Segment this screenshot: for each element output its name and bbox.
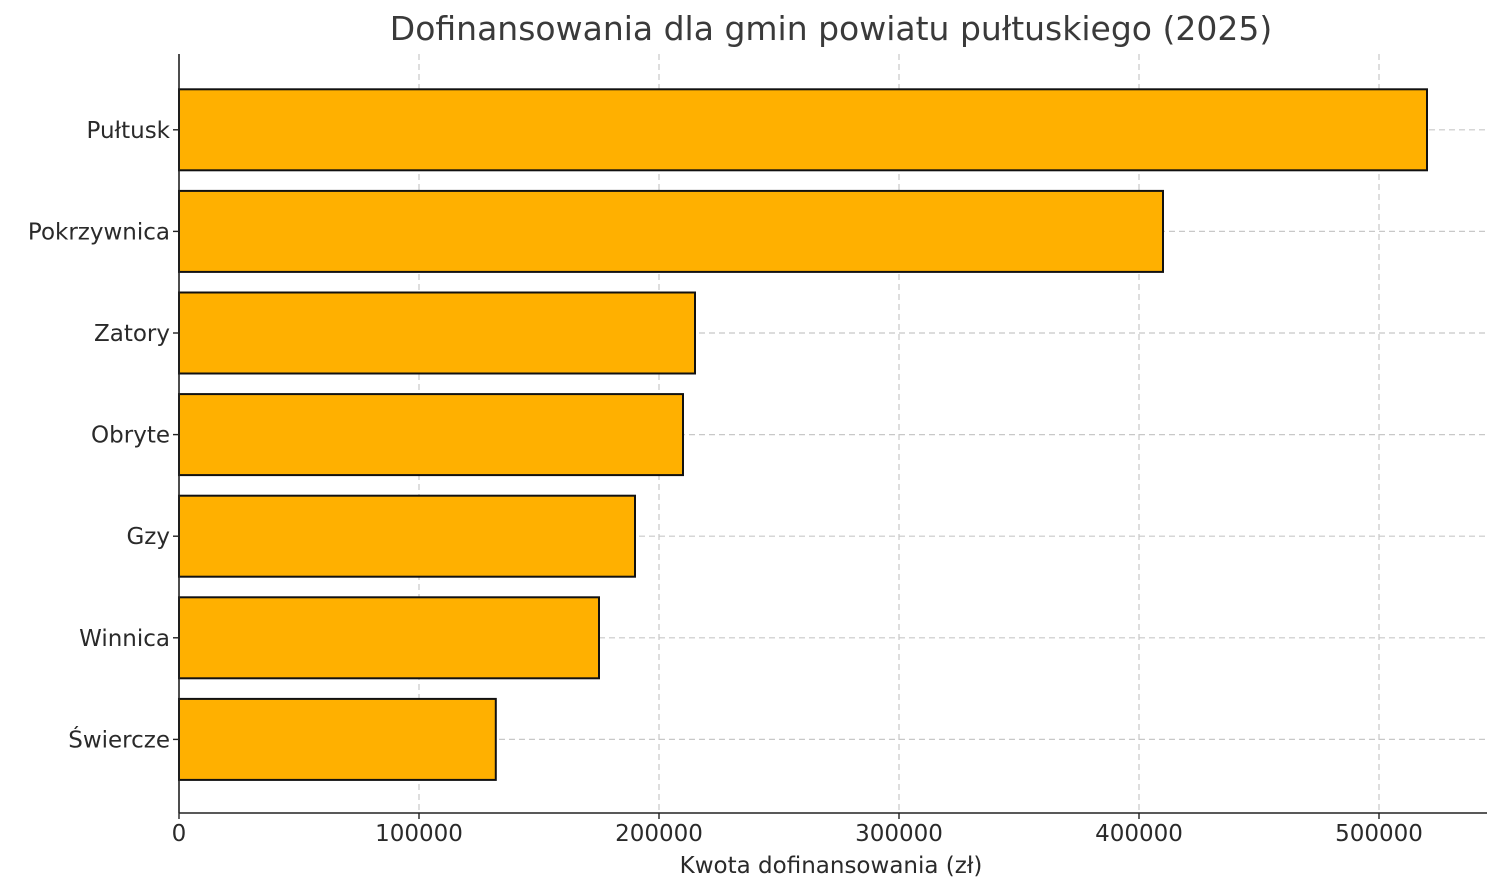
x-tick-label: 200000 [615, 821, 703, 847]
y-tick-label: Gzy [126, 524, 170, 550]
y-tick-label: Obryte [91, 423, 170, 449]
x-tick-label: 0 [172, 821, 187, 847]
bar [178, 189, 1164, 273]
bar [178, 596, 600, 680]
y-tick-label: Pułtusk [87, 118, 171, 144]
bar [178, 697, 497, 781]
x-tick-label: 300000 [855, 821, 943, 847]
x-tick-label: 100000 [375, 821, 463, 847]
y-tick-label: Świercze [68, 725, 170, 753]
y-tick-label: Zatory [94, 321, 170, 347]
chart-title: Dofinansowania dla gmin powiatu pułtuski… [390, 9, 1272, 48]
bars-layer [178, 88, 1428, 781]
x-tick-label: 500000 [1335, 821, 1423, 847]
axes-layer [173, 54, 1487, 819]
x-tick-label: 400000 [1095, 821, 1183, 847]
y-tick-label: Pokrzywnica [28, 219, 170, 245]
bar [178, 393, 684, 477]
y-tick-label: Winnica [79, 626, 170, 652]
x-axis-label: Kwota dofinansowania (zł) [680, 853, 983, 879]
bar [178, 291, 696, 375]
bar [178, 494, 636, 578]
bar [178, 88, 1428, 172]
labels-layer: 0 100000 200000 300000 400000 500000 Pułtusk Po… [28, 118, 1423, 847]
